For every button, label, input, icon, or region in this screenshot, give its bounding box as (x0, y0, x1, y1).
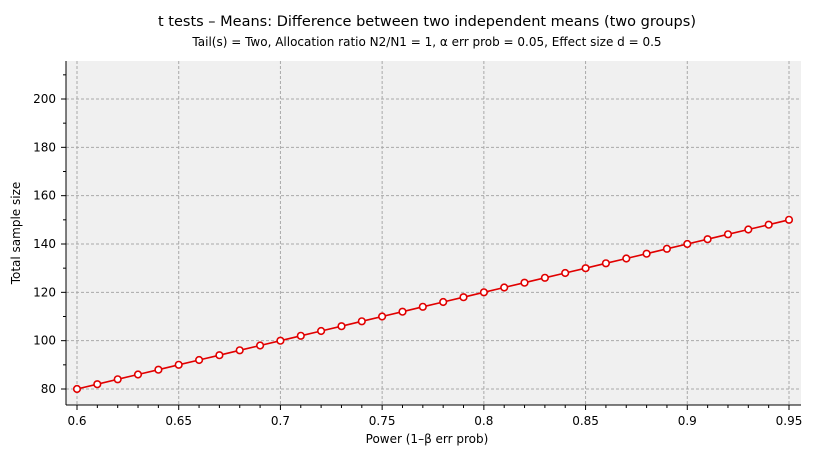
data-point (784, 215, 794, 224)
data-point (500, 283, 509, 292)
grid (66, 61, 801, 405)
data-point (72, 384, 82, 394)
x-tick-label: 0.6 (67, 414, 86, 428)
data-point (174, 360, 183, 369)
data-point (235, 346, 244, 355)
data-point (662, 244, 672, 253)
series (72, 215, 794, 394)
y-tick-label: 120 (33, 285, 56, 299)
x-tick-label: 0.95 (776, 414, 803, 428)
x-tick-label: 0.85 (572, 414, 599, 428)
y-axis-label: Total sample size (9, 182, 23, 286)
data-point (317, 326, 326, 336)
data-point (93, 380, 102, 389)
data-point (744, 225, 753, 234)
x-tick-label: 0.7 (271, 414, 290, 428)
x-tick-label: 0.9 (678, 414, 697, 428)
data-point (357, 317, 366, 326)
y-tick-label: 180 (33, 140, 56, 154)
data-point (561, 268, 570, 278)
y-tick-label: 100 (33, 334, 56, 348)
x-tick-label: 0.65 (165, 414, 192, 428)
data-point (439, 297, 448, 307)
x-tick-label: 0.8 (474, 414, 493, 428)
data-point (581, 264, 590, 273)
y-tick-label: 80 (41, 382, 56, 396)
axes: 0.6 0.65 0.7 0.75 0.8 0.85 0.9 0.95 80 100 120 140 1… (33, 61, 802, 428)
data-point (622, 254, 631, 263)
data-point (703, 235, 712, 244)
x-axis-label: Power (1–β err prob) (366, 432, 489, 446)
data-point (398, 307, 407, 316)
x-tick-label: 0.75 (369, 414, 396, 428)
data-point (215, 351, 224, 360)
data-point (520, 278, 529, 287)
y-tick-label: 140 (33, 237, 56, 251)
data-point (276, 336, 285, 345)
data-point (479, 288, 489, 297)
y-tick-label: 160 (33, 189, 56, 203)
y-tick-label: 200 (33, 92, 56, 106)
data-point (540, 273, 550, 282)
data-point (459, 293, 468, 302)
chart-title: t tests – Means: Difference between two … (158, 14, 696, 30)
data-point (256, 341, 265, 350)
data-point (337, 322, 346, 331)
data-point (296, 331, 305, 340)
data-point (378, 312, 387, 321)
data-point (764, 220, 773, 229)
data-point (642, 249, 651, 258)
data-point (683, 239, 692, 249)
data-point (154, 365, 163, 374)
plot-area (66, 61, 801, 405)
chart-subtitle: Tail(s) = Two, Allocation ratio N2/N1 = … (191, 35, 661, 49)
data-point (723, 230, 733, 239)
data-point (133, 370, 143, 379)
data-point (601, 259, 611, 268)
data-point (113, 375, 122, 384)
data-point (195, 355, 204, 365)
data-point (418, 302, 427, 311)
